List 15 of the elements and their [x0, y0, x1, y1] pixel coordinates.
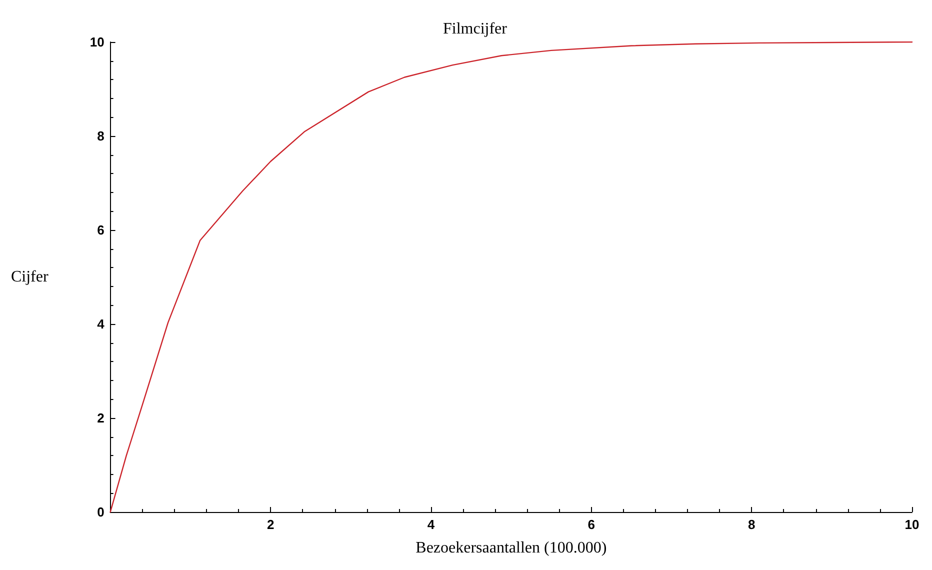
- line-series: [110, 41, 913, 513]
- x-axis-title: Bezoekersaantallen (100.000): [416, 540, 607, 556]
- x-tick-label: 6: [588, 517, 595, 532]
- x-tick-label: 2: [267, 517, 274, 532]
- chart-title: Filmcijfer: [443, 20, 508, 38]
- y-tick-label: 2: [97, 410, 104, 426]
- y-tick-label: 10: [90, 34, 104, 50]
- x-tick-label: 8: [748, 517, 756, 532]
- y-axis-title: Cijfer: [10, 268, 49, 286]
- y-tick-label: 4: [97, 316, 106, 332]
- y-tick-label: 8: [97, 128, 104, 144]
- x-tick-label: 4: [427, 517, 436, 532]
- y-tick-label: 0: [97, 504, 104, 520]
- x-tick-label: 10: [904, 517, 920, 532]
- y-tick-label: 6: [97, 222, 104, 238]
